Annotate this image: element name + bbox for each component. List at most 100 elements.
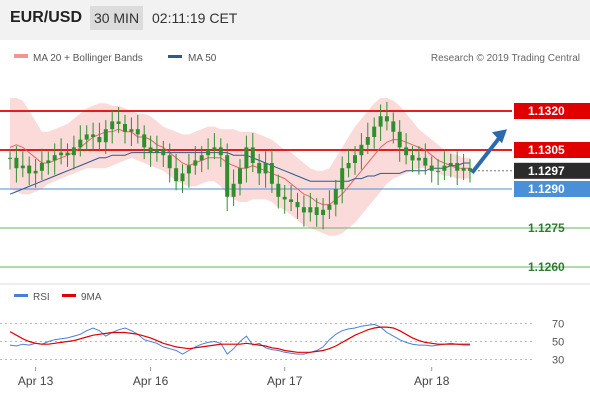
ma50-line — [9, 152, 470, 195]
level-box-1.1320 — [514, 103, 590, 119]
level-label-1.1297: 1.1297 — [528, 164, 565, 178]
candle-body — [340, 168, 345, 189]
level-label-1.1290: 1.1290 — [528, 182, 565, 196]
timeframe-badge[interactable]: 30 MIN — [90, 6, 143, 30]
rsi-ma-legend-label: 9MA — [81, 292, 102, 303]
candle-body — [14, 157, 19, 169]
candle-body — [59, 152, 64, 156]
candle-body — [314, 207, 319, 215]
level-box-1.1305 — [514, 142, 590, 158]
candle-body — [97, 137, 102, 143]
ma50-legend-swatch — [168, 55, 182, 58]
candle-body — [397, 131, 402, 148]
candle-body — [410, 155, 415, 161]
candle-body — [365, 137, 370, 145]
rsi-ma-legend-swatch — [62, 294, 76, 297]
chart-header: EUR/USD 30 MIN 02:11:19 CET — [0, 0, 590, 40]
rsi-tick-70: 70 — [552, 319, 564, 331]
rsi-tick-50: 50 — [552, 337, 564, 349]
candle-body — [180, 173, 185, 182]
x-axis-labels: Apr 13 Apr 16 Apr 17 Apr 18 — [18, 367, 450, 388]
candle-body — [212, 147, 217, 150]
candle-body — [20, 165, 25, 169]
candle-body — [429, 165, 434, 171]
candle-body — [295, 202, 300, 208]
candle-body — [276, 183, 281, 197]
candle-body — [353, 155, 357, 163]
candle-body — [129, 129, 134, 132]
candle-body — [154, 150, 159, 153]
candle-body — [301, 207, 306, 213]
candle-body — [436, 170, 441, 172]
candle-body — [46, 160, 51, 163]
x-label: Apr 18 — [414, 374, 450, 388]
candle-body — [257, 163, 262, 174]
candle-body — [308, 207, 313, 213]
candle-body — [442, 165, 447, 171]
level-label-1.1320: 1.1320 — [528, 104, 565, 118]
candle-body — [250, 147, 255, 163]
candle-body — [84, 134, 89, 140]
projection-arrow-shaft — [470, 131, 505, 175]
level-box-1.1290 — [514, 181, 590, 197]
projection-arrow — [470, 129, 507, 175]
candle-body — [52, 155, 57, 161]
candle-body — [225, 155, 230, 197]
candle-body — [359, 144, 364, 156]
candle-body — [321, 209, 326, 215]
candle-body — [327, 204, 332, 210]
ma20-legend-swatch — [14, 54, 28, 58]
rsi-lines — [9, 323, 470, 355]
candle-body — [65, 152, 70, 156]
candle-body — [206, 150, 211, 156]
price-panel-bg — [0, 40, 590, 283]
candle-body — [91, 134, 96, 137]
candle-body — [110, 121, 115, 130]
candle-body — [8, 157, 12, 159]
candle-body — [167, 155, 172, 169]
level-label-1.1305: 1.1305 — [528, 143, 565, 157]
candle-body — [39, 163, 44, 171]
candle-body — [404, 147, 409, 156]
levels-lines — [0, 110, 590, 268]
candle-body — [33, 170, 38, 174]
level-labels: 1.1320 1.1305 1.1297 1.1290 1.1275 1.1260 — [514, 103, 590, 274]
candle-body — [148, 147, 153, 153]
projection-arrow-head — [492, 129, 507, 144]
x-label: Apr 16 — [133, 374, 169, 388]
ma50-legend-label: MA 50 — [188, 53, 217, 64]
candle-body — [78, 139, 83, 148]
candle-body — [186, 165, 191, 174]
candle-body — [231, 183, 236, 197]
credit-text: Research © 2019 Trading Central — [431, 53, 580, 64]
candle-body — [244, 147, 249, 169]
candle-body — [372, 126, 377, 137]
candle-body — [269, 163, 274, 184]
candle-body — [218, 147, 223, 156]
symbol-title: EUR/USD — [10, 9, 83, 26]
candle-body — [193, 160, 198, 166]
candle-body — [199, 155, 204, 161]
candle-body — [455, 163, 460, 171]
rsi-ma-line — [9, 326, 470, 353]
clock-readout: 02:11:19 CET — [152, 10, 238, 26]
candle-body — [135, 129, 140, 135]
candle-body — [391, 121, 396, 132]
candle-body — [423, 157, 428, 166]
rsi-legend-swatch — [14, 294, 28, 297]
candle-body — [103, 129, 108, 143]
candle-body — [161, 150, 166, 156]
candle-body — [263, 163, 268, 174]
candle-body — [174, 168, 179, 182]
candle-body — [142, 134, 147, 148]
level-label-1.1260: 1.1260 — [528, 260, 565, 274]
ma20-legend-label: MA 20 + Bollinger Bands — [33, 53, 143, 64]
rsi-line — [9, 323, 470, 355]
candles — [8, 101, 472, 230]
candle-body — [238, 168, 242, 184]
candle-body — [333, 189, 338, 205]
candle-body — [378, 116, 383, 127]
level-label-1.1275: 1.1275 — [528, 221, 565, 235]
rsi-tick-30: 30 — [552, 355, 564, 367]
